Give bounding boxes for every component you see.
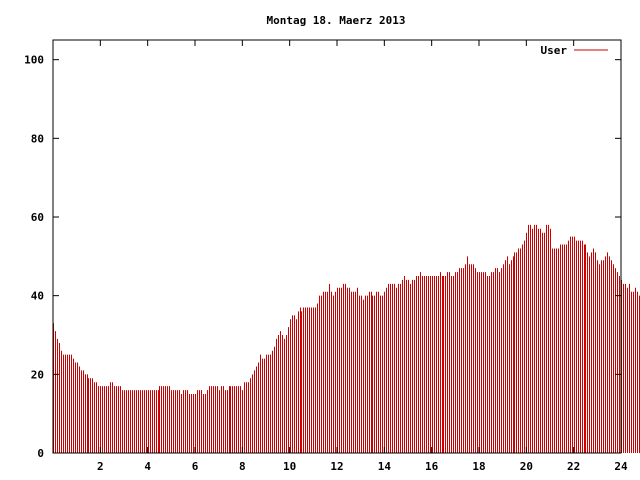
x-tick-label: 16 [425,460,439,473]
y-tick-label: 0 [37,447,44,460]
x-tick-label: 22 [567,460,580,473]
y-tick-label: 20 [31,368,44,381]
legend: User [541,44,608,57]
x-tick-label: 10 [283,460,296,473]
x-tick-label: 12 [330,460,343,473]
x-tick-label: 8 [239,460,246,473]
y-tick-label: 60 [31,211,44,224]
y-tick-label: 100 [24,54,44,67]
y-ticks: 0 20 40 60 80 100 [24,54,621,460]
bars-group [53,224,640,453]
x-tick-label: 6 [192,460,199,473]
x-tick-label: 2 [97,460,104,473]
chart-title: Montag 18. Maerz 2013 [266,14,405,27]
y-tick-label: 80 [31,132,44,145]
x-tick-label: 4 [144,460,151,473]
x-tick-label: 18 [472,460,485,473]
x-tick-label: 20 [520,460,533,473]
x-ticks: 2 4 6 8 10 12 14 16 18 20 22 24 [97,40,628,473]
legend-label: User [541,44,568,57]
y-tick-label: 40 [31,290,44,303]
x-tick-label: 14 [378,460,392,473]
plot-border [52,39,622,454]
x-tick-label: 24 [614,460,628,473]
